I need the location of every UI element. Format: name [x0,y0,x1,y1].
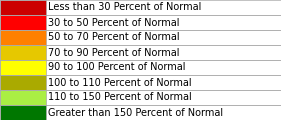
Text: 100 to 110 Percent of Normal: 100 to 110 Percent of Normal [48,78,192,87]
Bar [0,30,46,45]
Bar [0,0,46,15]
Bar [0,45,281,60]
Text: 30 to 50 Percent of Normal: 30 to 50 Percent of Normal [48,18,180,27]
Bar [0,75,46,90]
Bar [0,90,281,105]
Bar [0,30,281,45]
Text: 50 to 70 Percent of Normal: 50 to 70 Percent of Normal [48,33,180,42]
Bar [0,15,281,30]
Text: 110 to 150 Percent of Normal: 110 to 150 Percent of Normal [48,93,192,102]
Bar [0,105,281,120]
Text: Greater than 150 Percent of Normal: Greater than 150 Percent of Normal [48,108,223,117]
Bar [0,90,46,105]
Text: 70 to 90 Percent of Normal: 70 to 90 Percent of Normal [48,48,180,57]
Bar [0,75,281,90]
Bar [0,0,281,15]
Bar [0,105,46,120]
Bar [0,15,46,30]
Bar [0,60,46,75]
Bar [0,60,281,75]
Bar [0,45,46,60]
Text: 90 to 100 Percent of Normal: 90 to 100 Percent of Normal [48,63,185,72]
Text: Less than 30 Percent of Normal: Less than 30 Percent of Normal [48,3,201,12]
